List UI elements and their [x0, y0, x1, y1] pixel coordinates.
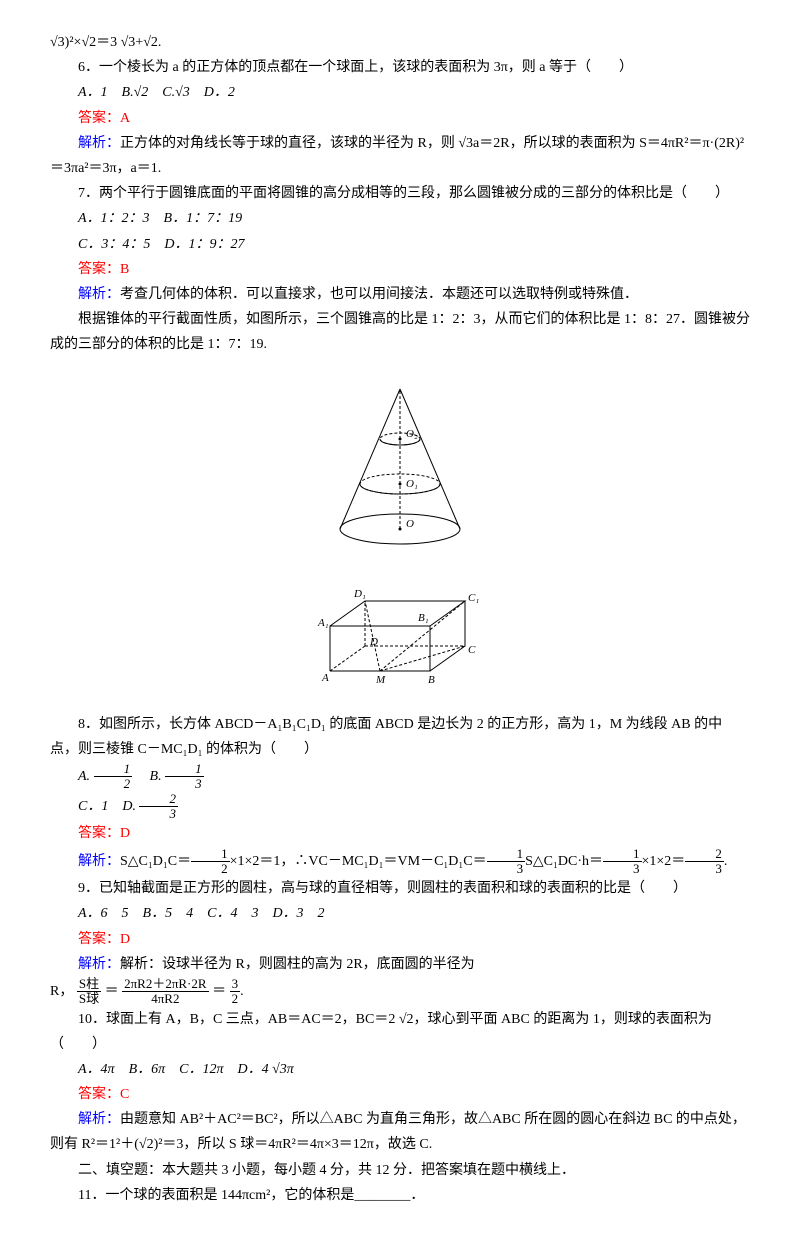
q9-stem: 9．已知轴截面是正方形的圆柱，高与球的直径相等，则圆柱的表面积和球的表面积的比是…	[50, 876, 750, 901]
svg-text:D: D	[369, 636, 378, 648]
svg-text:M: M	[375, 674, 386, 686]
section2: 二、填空题：本大题共 3 小题，每小题 4 分，共 12 分．把答案填在题中横线…	[50, 1158, 750, 1183]
q6-ans: 答案：A	[50, 106, 750, 131]
q6-stem: 6．一个棱长为 a 的正方体的顶点都在一个球面上，该球的表面积为 3π，则 a …	[50, 55, 750, 80]
q6-exp: 正方体的对角线长等于球的直径，该球的半径为 R，则 √3a＝2R，所以球的表面积…	[50, 136, 744, 176]
q7-ans: 答案：B	[50, 257, 750, 282]
q6-opts: A．1 B.√2 C.√3 D．2	[50, 80, 750, 105]
q7-exp-label: 解析：	[78, 287, 120, 302]
q9-ans: 答案：D	[50, 927, 750, 952]
q8-ans: 答案：D	[50, 821, 750, 846]
q8-stem: 8．如图所示，长方体 ABCD－A₁B₁C₁D₁ 的底面 ABCD 是边长为 2…	[50, 712, 750, 762]
svg-text:C₁: C₁	[468, 592, 479, 604]
cuboid-figure: A B C D A₁ B₁ C₁ D₁ M	[50, 571, 750, 700]
q7-stem: 7．两个平行于圆锥底面的平面将圆锥的高分成相等的三段，那么圆锥被分成的三部分的体…	[50, 181, 750, 206]
svg-text:A: A	[321, 672, 329, 684]
svg-text:D₁: D₁	[353, 588, 366, 600]
line-prev: √3)²×√2＝3 √3+√2.	[50, 30, 750, 55]
q8-exp: 解析：S△C₁D₁C＝12×1×2＝1，∴VC－MC₁D₁＝VM－C₁D₁C＝1…	[50, 847, 750, 877]
svg-text:B: B	[428, 674, 435, 686]
q9-exp-label: 解析：	[78, 957, 120, 972]
cone-figure: O₂ O₁ O	[50, 369, 750, 558]
q9-exp1: 解析：设球半径为 R，则圆柱的高为 2R，底面圆的半径为	[120, 957, 475, 972]
q7-optC: C．3：4：5 D．1：9：27	[50, 232, 750, 257]
svg-text:O₂: O₂	[406, 428, 418, 440]
svg-text:O₁: O₁	[406, 478, 418, 490]
q8-optsCD: C．1 D. 23	[50, 792, 750, 822]
q11: 11．一个球的表面积是 144πcm²，它的体积是________．	[50, 1183, 750, 1208]
q7-exp1: 考查几何体的体积．可以直接求，也可以用间接法．本题还可以选取特例或特殊值．	[120, 287, 638, 302]
q7-exp2: 根据锥体的平行截面性质，如图所示，三个圆锥高的比是 1：2：3，从而它们的体积比…	[50, 307, 750, 357]
svg-text:C: C	[468, 644, 476, 656]
q9-opts: A．6 5 B．5 4 C．4 3 D．3 2	[50, 901, 750, 926]
svg-text:B₁: B₁	[418, 612, 429, 624]
q6-exp-label: 解析：	[78, 136, 120, 151]
svg-text:A₁: A₁	[317, 617, 329, 629]
q8-optsAB: A. 12 B. 13	[50, 762, 750, 792]
q9-exp2: R， S柱S球 ＝ 2πR2＋2πR·2R4πR2 ＝ 32.	[50, 977, 750, 1007]
q7-optA: A．1：2：3 B．1：7：19	[50, 206, 750, 231]
q10-opts: A．4π B．6π C．12π D．4 √3π	[50, 1057, 750, 1082]
q10-exp: 由题意知 AB²＋AC²＝BC²，所以△ABC 为直角三角形，故△ABC 所在圆…	[50, 1112, 746, 1152]
q10-stem: 10．球面上有 A，B，C 三点，AB＝AC＝2，BC＝2 √2，球心到平面 A…	[50, 1007, 750, 1057]
q10-ans: 答案：C	[50, 1082, 750, 1107]
svg-text:O: O	[406, 518, 414, 530]
q10-exp-label: 解析：	[78, 1112, 120, 1127]
